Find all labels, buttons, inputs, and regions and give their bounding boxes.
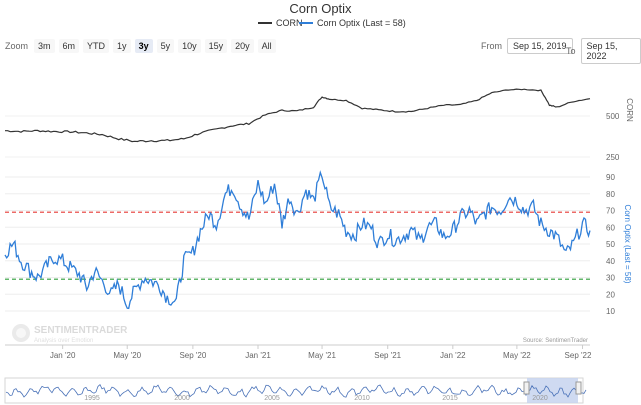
range-from-input[interactable]: Sep 15, 2019 [507, 38, 573, 54]
optix-axis-ticks: 90 80 70 60 50 40 30 20 10 [606, 173, 615, 316]
watermark: SENTIMENTRADER Analysis over Emotion [12, 324, 128, 344]
optix-tick-label: 20 [606, 290, 615, 299]
zoom-label: Zoom [5, 41, 29, 51]
optix-tick-label: 90 [606, 173, 615, 182]
price-tick-label: 500 [606, 112, 620, 121]
legend-item-optix[interactable]: Corn Optix (Last = 58) [299, 18, 406, 28]
legend-swatch-corn [258, 22, 272, 24]
zoom-button-ytd[interactable]: YTD [83, 39, 110, 53]
optix-tick-label: 70 [606, 207, 615, 216]
optix-tick-label: 10 [606, 307, 615, 316]
navigator-tick-label: 2015 [442, 395, 458, 402]
navigator-handle-left[interactable] [523, 381, 530, 395]
x-tick-label: May '22 [503, 351, 531, 360]
optix-tick-label: 40 [606, 257, 615, 266]
price-tick-label: 250 [606, 153, 620, 162]
navigator-tick-label: 2000 [174, 395, 190, 402]
watermark-name: SENTIMENTRADER [34, 325, 128, 336]
zoom-button-15y[interactable]: 15y [204, 39, 228, 53]
x-axis-ticks: Jan '20 May '20 Sep '20 Jan '21 May '21 Sep '… [50, 345, 592, 360]
range-from: From Sep 15, 2019 [481, 38, 573, 54]
x-tick-label: Sep '21 [374, 351, 401, 360]
navigator-tick-label: 1995 [84, 395, 100, 402]
x-tick-label: May '20 [113, 351, 141, 360]
x-tick-label: Jan '21 [245, 351, 271, 360]
legend-swatch-optix [299, 22, 313, 24]
zoom-toolbar: Zoom 3m 6m YTD 1y 3y 5y 10y 15y 20y All [5, 38, 280, 54]
series-line-corn-optix [4, 170, 591, 310]
watermark-logo-inner [16, 328, 26, 338]
x-tick-label: Sep '20 [179, 351, 206, 360]
navigator-tick-label: 2005 [264, 395, 280, 402]
zoom-button-20y[interactable]: 20y [231, 39, 254, 53]
zoom-button-6m[interactable]: 6m [58, 39, 80, 53]
price-axis-title: CORN [625, 98, 634, 122]
navigator-handle-right[interactable] [575, 381, 582, 395]
navigator-ticks: 1995 2000 2005 2010 2015 2020 [84, 395, 548, 402]
x-tick-label: May '21 [308, 351, 336, 360]
navigator-tick-label: 2010 [354, 395, 370, 402]
zoom-button-5y[interactable]: 5y [156, 39, 175, 53]
x-tick-label: Jan '20 [50, 351, 76, 360]
x-tick-label: Sep '22 [565, 351, 592, 360]
series-line-corn [5, 88, 591, 143]
legend-label-corn: CORN [276, 18, 303, 28]
range-to-label: To [566, 46, 576, 56]
navigator-series-line [5, 383, 587, 398]
source-credit: Source: SentimenTrader [523, 338, 588, 344]
optix-tick-label: 30 [606, 274, 615, 283]
zoom-button-3m[interactable]: 3m [34, 39, 55, 53]
zoom-button-3y[interactable]: 3y [134, 39, 153, 53]
range-from-label: From [481, 41, 502, 51]
optix-axis-title: Corn Optix (Last = 58) [623, 205, 632, 284]
navigator-tick-label: 2020 [532, 395, 548, 402]
zoom-button-1y[interactable]: 1y [113, 39, 131, 53]
range-to-input[interactable]: Sep 15, 2022 [580, 38, 641, 64]
x-tick-label: Jan '22 [440, 351, 466, 360]
chart-title: Corn Optix [289, 1, 352, 16]
zoom-button-10y[interactable]: 10y [178, 39, 201, 53]
zoom-button-all[interactable]: All [257, 39, 276, 53]
optix-tick-label: 60 [606, 223, 615, 232]
navigator[interactable]: 1995 2000 2005 2010 2015 2020 [4, 377, 587, 404]
navigator-selection[interactable] [527, 378, 578, 403]
range-to: To Sep 15, 2022 [566, 38, 641, 64]
watermark-tagline: Analysis over Emotion [34, 338, 93, 344]
legend-label-optix: Corn Optix (Last = 58) [317, 18, 406, 28]
optix-tick-label: 80 [606, 190, 615, 199]
grid-lines [5, 115, 590, 312]
optix-tick-label: 50 [606, 240, 615, 249]
legend-item-corn[interactable]: CORN [258, 18, 303, 28]
